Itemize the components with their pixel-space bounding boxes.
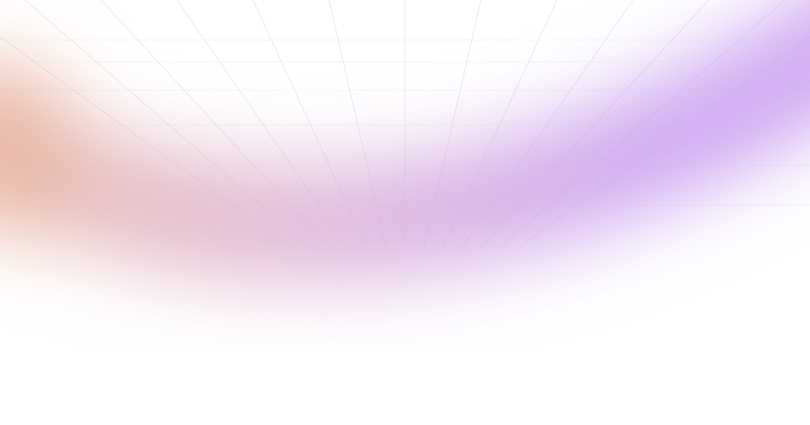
glow-arc	[0, 0, 810, 285]
